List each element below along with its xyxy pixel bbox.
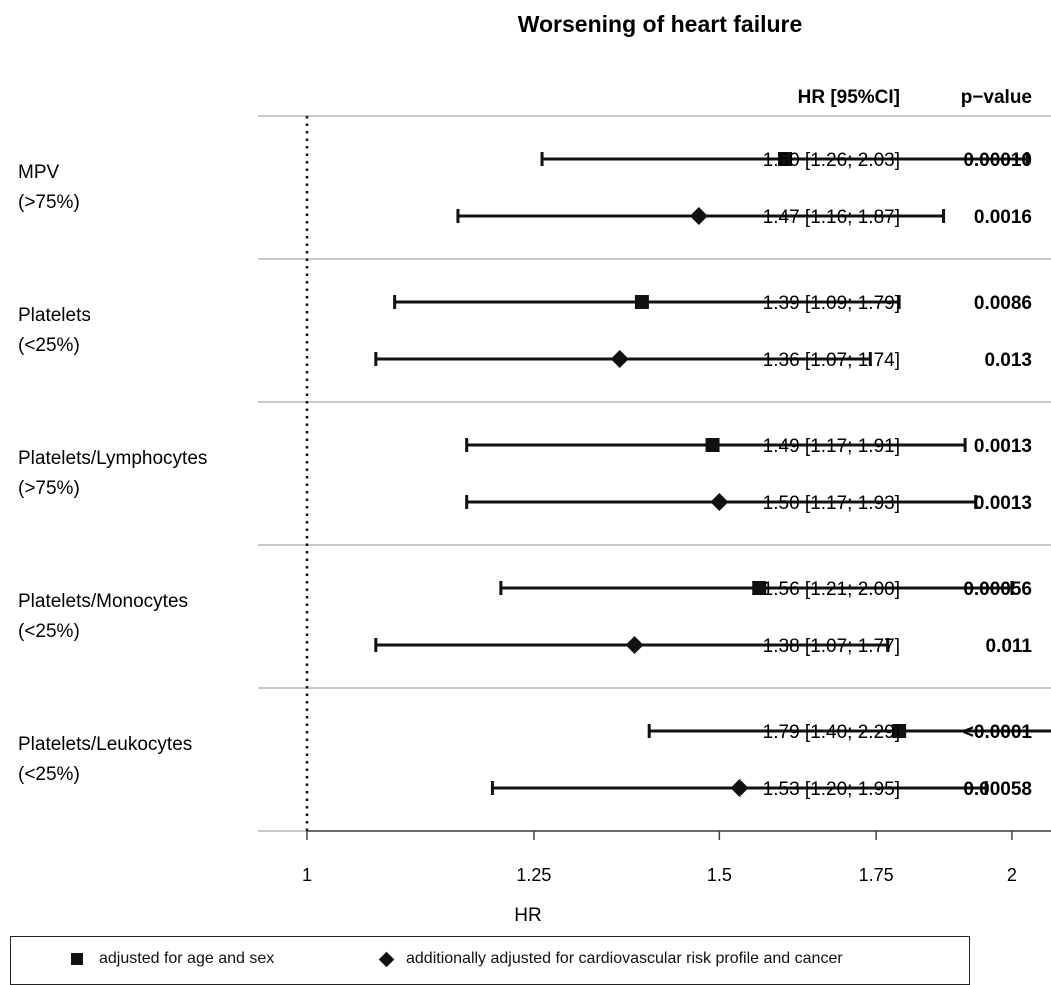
hr-point-diamond — [710, 493, 729, 511]
p-value-text: 0.0013 — [974, 436, 1032, 457]
diamond-marker-icon — [378, 951, 395, 967]
p-value-text: 0.00056 — [963, 579, 1032, 600]
hr-ci-text: 1.36 [1.07; 1.74] — [763, 350, 900, 371]
group-label: Platelets/Monocytes — [18, 591, 188, 612]
p-value-text: 0.00058 — [963, 779, 1032, 800]
group-sublabel: (<25%) — [18, 335, 80, 356]
legend-item-age-sex: adjusted for age and sex — [71, 950, 274, 968]
p-value-text: 0.013 — [984, 350, 1032, 371]
p-value-text: 0.0016 — [974, 207, 1032, 228]
p-value-text: 0.0013 — [974, 493, 1032, 514]
hr-column-header: HR [95%CI] — [798, 87, 900, 108]
hr-ci-text: 1.79 [1.40; 2.29] — [763, 722, 900, 743]
hr-point-square — [777, 152, 792, 166]
x-tick-label: 1.75 — [859, 865, 894, 885]
hr-point-square — [705, 438, 720, 452]
square-marker-icon — [71, 953, 83, 965]
hr-point-diamond — [689, 207, 708, 225]
legend-label: additionally adjusted for cardiovascular… — [406, 950, 843, 967]
legend-item-full-adjustment: additionally adjusted for cardiovascular… — [378, 950, 843, 968]
hr-ci-text: 1.38 [1.07; 1.77] — [763, 636, 900, 657]
hr-point-diamond — [625, 636, 644, 654]
hr-ci-text: 1.53 [1.20; 1.95] — [763, 779, 900, 800]
group-sublabel: (>75%) — [18, 192, 80, 213]
x-tick-label: 1.5 — [707, 865, 732, 885]
group-dividers — [258, 115, 1051, 832]
hr-ci-text: 1.49 [1.17; 1.91] — [763, 436, 900, 457]
hr-point-diamond — [730, 779, 749, 797]
legend-label: adjusted for age and sex — [99, 950, 275, 967]
p-value-text: <0.0001 — [963, 722, 1033, 743]
hr-ci-text: 1.39 [1.09; 1.79] — [763, 293, 900, 314]
hr-point-square — [892, 724, 907, 738]
hr-point-square — [752, 581, 767, 595]
x-tick-label: 2 — [1007, 865, 1017, 885]
group-sublabel: (<25%) — [18, 621, 80, 642]
hr-point-square — [634, 295, 649, 309]
forest-rows: MPV (>75%) 1.60 [1.26; 2.03] 0.00010 1.47 [1… — [18, 150, 1051, 800]
hr-ci-text: 1.60 [1.26; 2.03] — [763, 150, 900, 171]
x-axis-label: HR — [514, 905, 541, 926]
x-tick-label: 1.25 — [516, 865, 551, 885]
group-label: Platelets/Lymphocytes — [18, 448, 207, 469]
chart-title: Worsening of heart failure — [518, 11, 803, 37]
group-label: Platelets/Leukocytes — [18, 734, 192, 755]
hr-ci-text: 1.47 [1.16; 1.87] — [763, 207, 900, 228]
legend: adjusted for age and sex additionally ad… — [10, 936, 970, 985]
hr-ci-text: 1.56 [1.21; 2.00] — [763, 579, 900, 600]
p-value-text: 0.0086 — [974, 293, 1032, 314]
x-tick-label: 1 — [302, 865, 312, 885]
p-value-column-header: p−value — [961, 87, 1032, 108]
group-label: Platelets — [18, 305, 91, 326]
forest-plot: Worsening of heart failure HR [95%CI] p−… — [18, 11, 1051, 926]
p-value-text: 0.00010 — [963, 150, 1032, 171]
hr-point-diamond — [610, 350, 629, 368]
x-axis: 11.251.51.7522.5 — [302, 830, 1051, 885]
hr-ci-text: 1.50 [1.17; 1.93] — [763, 493, 900, 514]
group-label: MPV — [18, 162, 60, 183]
group-sublabel: (>75%) — [18, 478, 80, 499]
p-value-text: 0.011 — [986, 636, 1033, 657]
group-sublabel: (<25%) — [18, 764, 80, 785]
